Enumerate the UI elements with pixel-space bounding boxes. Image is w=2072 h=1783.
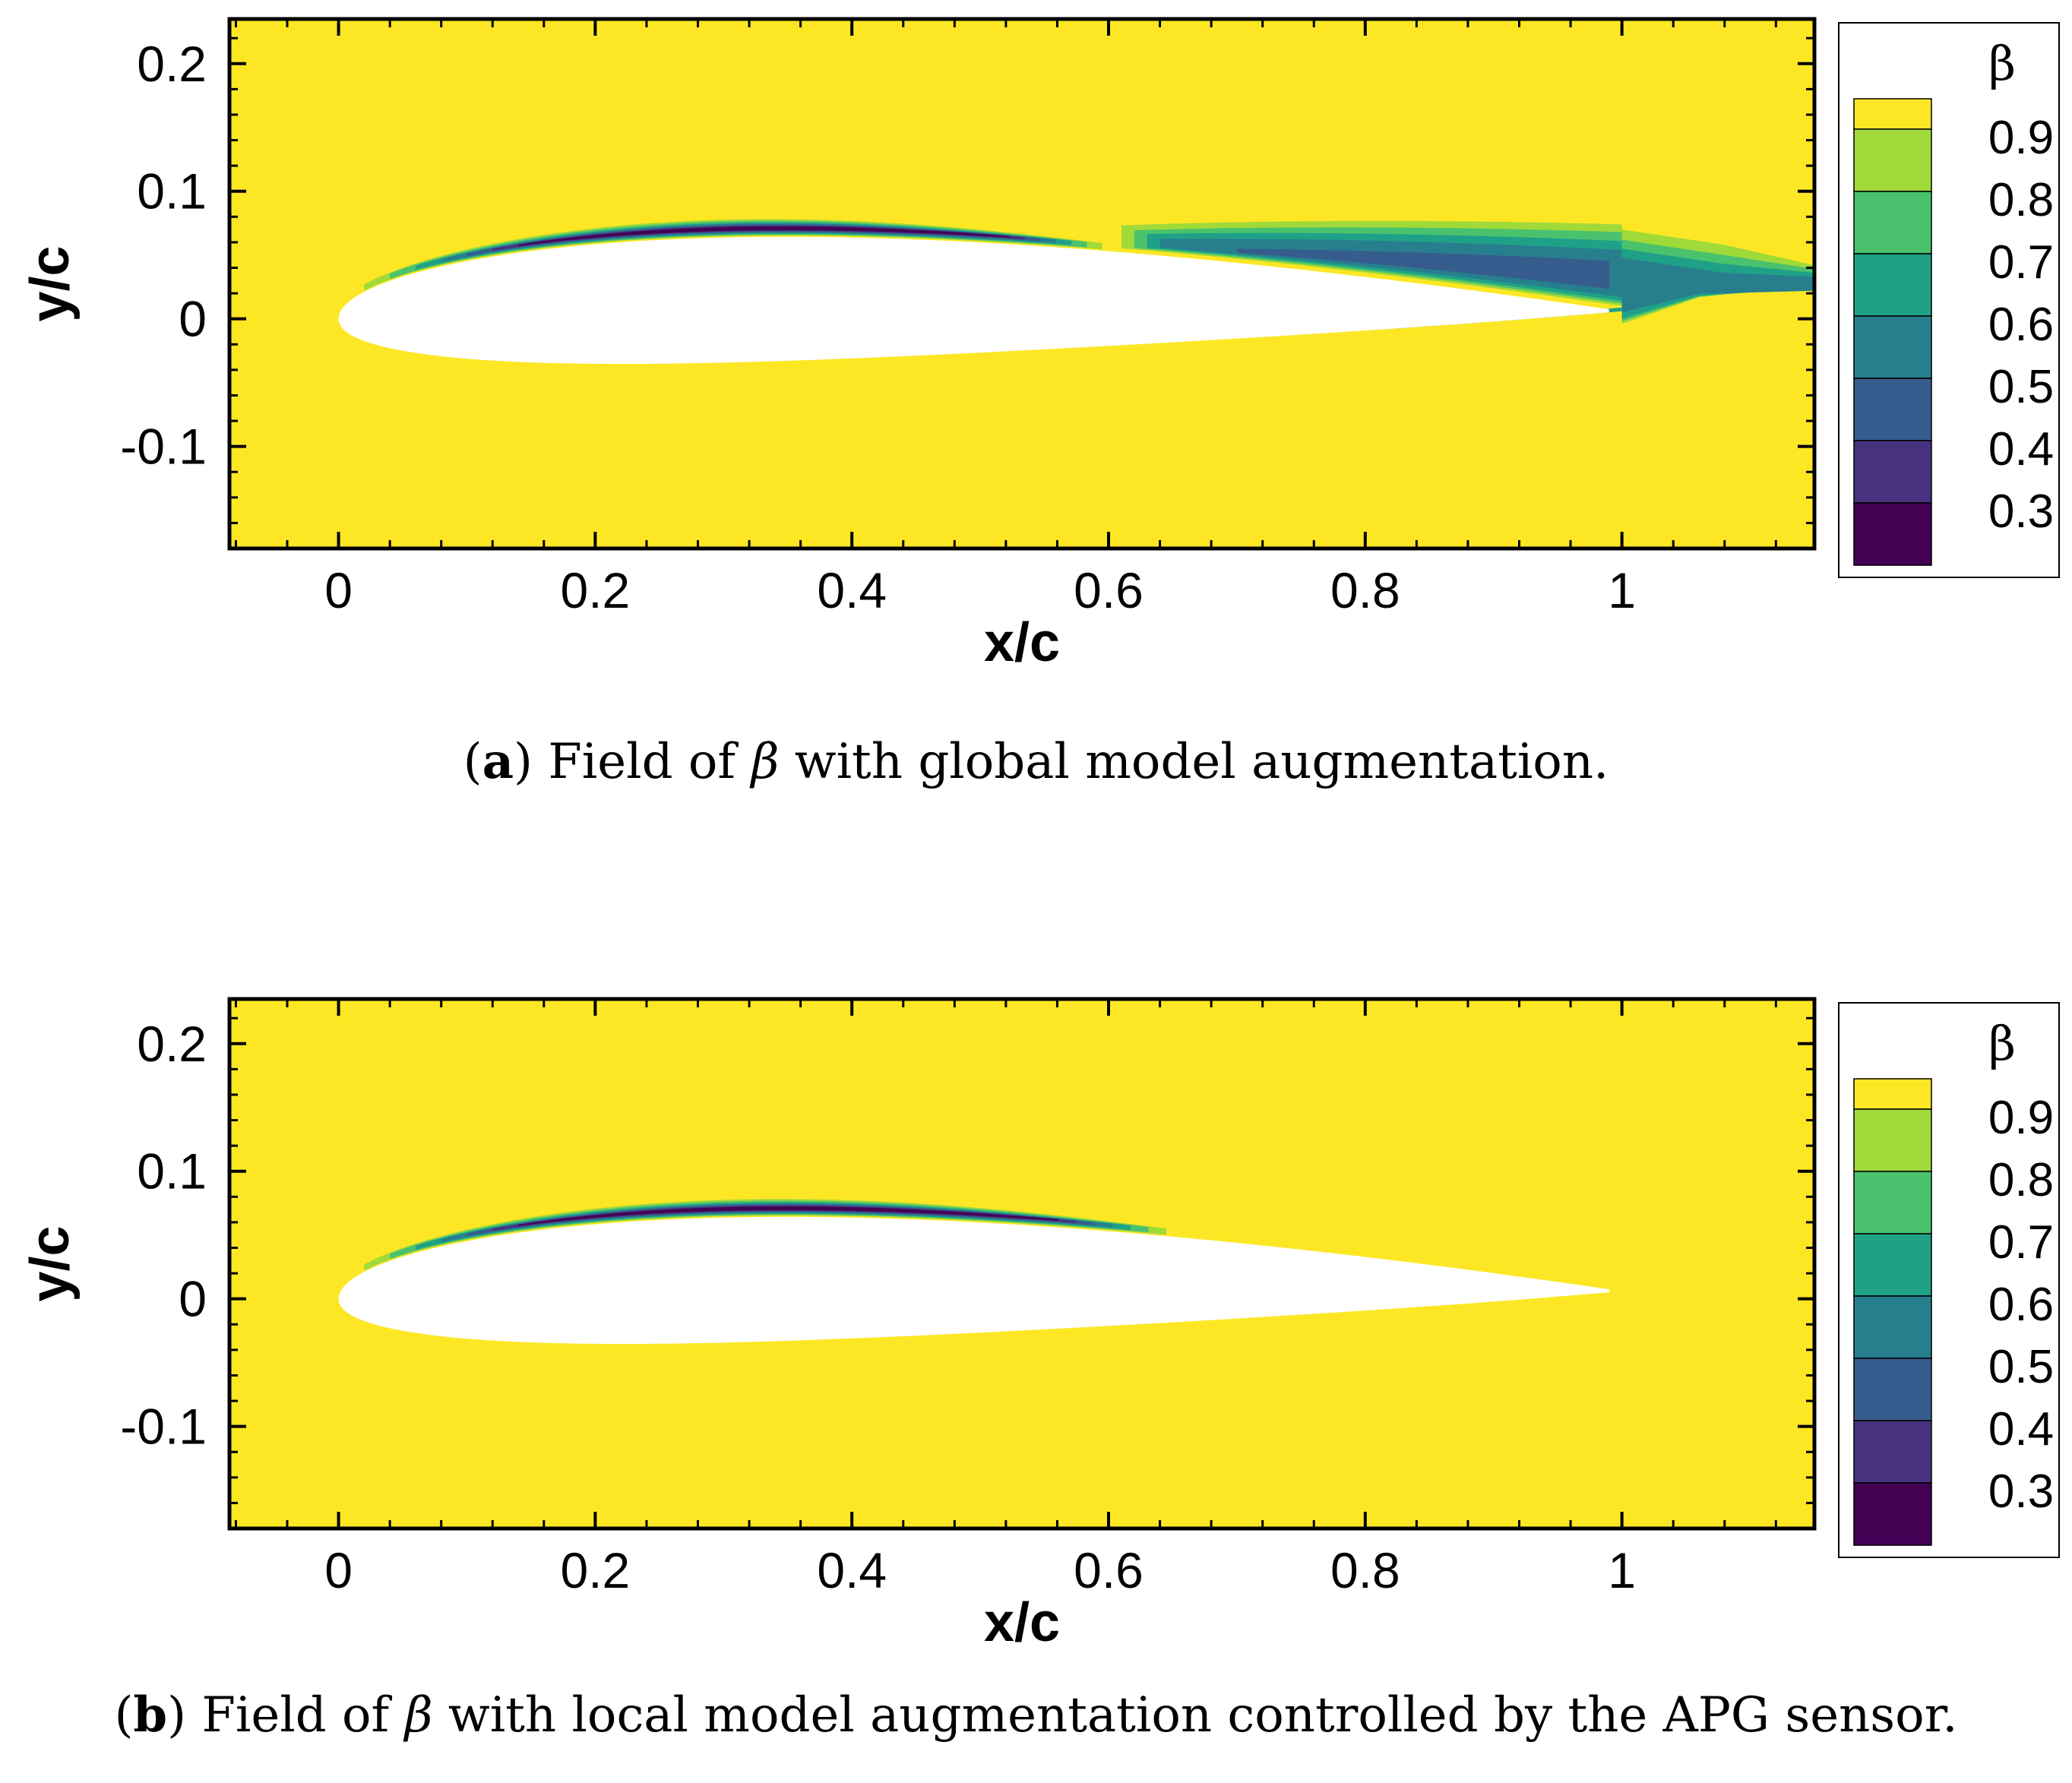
legend-swatch-0: [1853, 98, 1932, 130]
legend-swatch-1: [1853, 1108, 1932, 1172]
legend-swatch-4: [1853, 315, 1932, 379]
x-axis-label: x/c: [984, 612, 1060, 673]
field-group: [229, 999, 1814, 1529]
legend-title: β: [1988, 36, 2016, 91]
x-tick-label: 1: [1608, 1542, 1636, 1598]
legend-swatch-0: [1853, 1078, 1932, 1110]
x-tick-label: 0: [324, 1542, 353, 1598]
y-tick-label: -0.1: [120, 419, 207, 475]
legend-swatch-3: [1853, 1233, 1932, 1297]
x-tick-label: 0.4: [817, 1542, 887, 1598]
caption-b: (b) Field of β with local model augmenta…: [114, 1687, 1958, 1743]
legend-label: 0.9: [1988, 112, 2054, 164]
legend-label: 0.6: [1988, 299, 2054, 351]
x-tick-label: 0.6: [1074, 562, 1144, 618]
y-tick-label: 0.1: [137, 163, 207, 220]
y-tick-label: 0.1: [137, 1143, 207, 1200]
panel-a: 0 0.2 0.4 0.6 0.8 1 0.2 0.1 0 -0.1 x/c y/c β 0.9 0.8 0.…: [0, 0, 2072, 858]
plot-frame: [227, 17, 1817, 551]
x-tick-label: 0.8: [1330, 562, 1400, 618]
legend-label: 0.6: [1988, 1279, 2054, 1331]
y-tick-label: 0.2: [137, 36, 207, 92]
legend-swatch-2: [1853, 191, 1932, 254]
y-axis-label: y/c: [20, 1225, 81, 1301]
x-tick-label: 1: [1608, 562, 1636, 618]
contour-plot-a: 0 0.2 0.4 0.6 0.8 1 0.2 0.1 0 -0.1 x/c y/c β 0.9 0.8 0.…: [20, 17, 2060, 673]
legend-label: 0.3: [1988, 485, 2054, 538]
x-tick-label: 0.8: [1330, 1542, 1400, 1598]
contour-plot-b: 0 0.2 0.4 0.6 0.8 1 0.2 0.1 0 -0.1 x/c y/c β 0.9 0.8 0.…: [20, 997, 2060, 1653]
y-tick-label: -0.1: [120, 1399, 207, 1455]
x-axis-label: x/c: [984, 1592, 1060, 1653]
panel-b: 0 0.2 0.4 0.6 0.8 1 0.2 0.1 0 -0.1 x/c y/c β 0.9 0.8 0.…: [0, 980, 2072, 1783]
legend-label: 0.3: [1988, 1465, 2054, 1518]
legend-label: 0.4: [1988, 1403, 2054, 1456]
legend-label: 0.5: [1988, 361, 2054, 413]
legend-label: 0.7: [1988, 236, 2054, 289]
y-tick-label: 0: [179, 1271, 207, 1327]
x-tick-label: 0.4: [817, 562, 887, 618]
x-tick-label: 0: [324, 562, 353, 618]
legend-label: 0.4: [1988, 423, 2054, 476]
airfoil: [338, 236, 1609, 365]
legend-label: 0.5: [1988, 1341, 2054, 1393]
field-group: [229, 19, 1814, 548]
wake-level-4: [1621, 258, 1814, 313]
legend-swatch-1: [1853, 128, 1932, 192]
legend-title: β: [1988, 1016, 2016, 1071]
legend-swatch-6: [1853, 1420, 1932, 1484]
caption-a: (a) Field of β with global model augment…: [463, 733, 1609, 790]
legend-label: 0.9: [1988, 1092, 2054, 1144]
y-tick-label: 0: [179, 291, 207, 347]
x-tick-label: 0.2: [561, 1542, 631, 1598]
legend-swatch-5: [1853, 1358, 1932, 1421]
legend-swatch-3: [1853, 253, 1932, 317]
airfoil: [338, 1216, 1609, 1345]
legend-label: 0.8: [1988, 174, 2054, 226]
separated-level-5: [1236, 248, 1609, 289]
legend-swatch-7: [1853, 1482, 1932, 1546]
legend-swatch-7: [1853, 502, 1932, 566]
plot-frame: [227, 997, 1817, 1531]
legend-swatch-6: [1853, 440, 1932, 504]
legend-swatch-2: [1853, 1171, 1932, 1235]
x-tick-label: 0.2: [561, 562, 631, 618]
y-tick-label: 0.2: [137, 1016, 207, 1072]
legend-swatch-4: [1853, 1295, 1932, 1359]
legend-label: 0.8: [1988, 1154, 2054, 1206]
legend-swatch-5: [1853, 378, 1932, 441]
upper-layer-level-7: [518, 226, 1010, 246]
upper-layer-level-7: [518, 1206, 1059, 1226]
legend-label: 0.7: [1988, 1216, 2054, 1269]
y-axis-label: y/c: [20, 245, 81, 321]
x-tick-label: 0.6: [1074, 1542, 1144, 1598]
